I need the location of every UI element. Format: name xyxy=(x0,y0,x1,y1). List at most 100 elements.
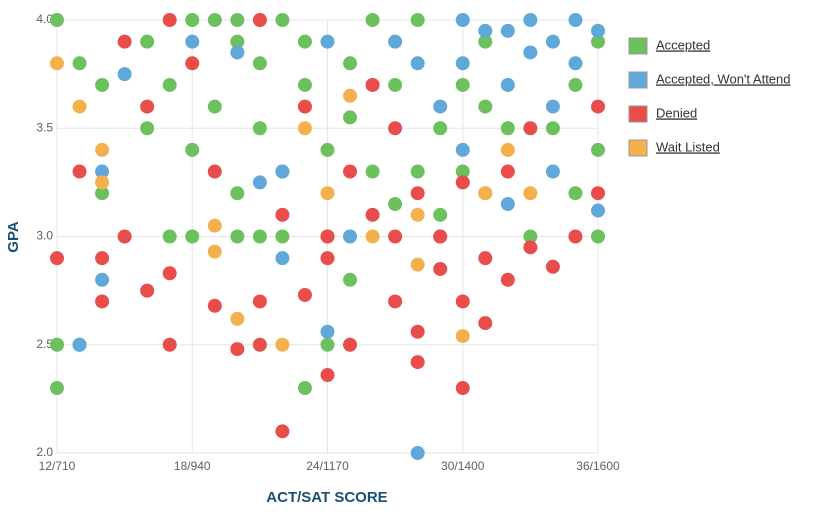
y-axis-title: GPA xyxy=(5,221,22,253)
point xyxy=(185,142,200,157)
point xyxy=(297,381,312,396)
point xyxy=(95,186,110,201)
point xyxy=(343,88,358,103)
point xyxy=(320,229,335,244)
point xyxy=(545,121,560,136)
point xyxy=(297,287,312,302)
point xyxy=(275,13,290,27)
point xyxy=(388,34,403,49)
point xyxy=(455,56,470,71)
point xyxy=(568,77,583,92)
legend-swatch[interactable] xyxy=(628,139,648,157)
legend-swatch[interactable] xyxy=(628,105,648,123)
x-axis-title: ACT/SAT SCORE xyxy=(266,489,387,506)
point xyxy=(591,23,605,38)
point xyxy=(500,142,515,157)
point xyxy=(252,294,267,309)
point xyxy=(207,13,222,27)
point xyxy=(478,316,493,331)
point xyxy=(455,329,470,344)
point xyxy=(500,272,515,287)
point xyxy=(455,164,470,179)
point xyxy=(95,272,110,287)
point xyxy=(185,229,200,244)
point xyxy=(410,164,425,179)
point xyxy=(388,121,403,136)
legend-label[interactable]: Denied xyxy=(656,105,697,120)
point xyxy=(207,218,222,233)
point xyxy=(433,207,448,222)
legend-label[interactable]: Accepted, Won't Attend xyxy=(656,71,791,86)
point xyxy=(117,34,132,49)
point xyxy=(568,186,583,201)
legend-label[interactable]: Wait Listed xyxy=(656,139,720,154)
point xyxy=(185,13,200,27)
point xyxy=(545,259,560,274)
point xyxy=(568,13,583,27)
point xyxy=(478,23,493,38)
legend-label[interactable]: Accepted xyxy=(656,37,710,52)
point xyxy=(388,229,403,244)
point xyxy=(72,99,87,114)
point xyxy=(95,164,110,179)
point xyxy=(275,251,290,266)
point xyxy=(162,77,177,92)
point xyxy=(591,203,605,218)
y-tick-label: 2.5 xyxy=(36,337,53,351)
point xyxy=(410,207,425,222)
point xyxy=(252,175,267,190)
legend-swatch[interactable] xyxy=(628,37,648,55)
point xyxy=(591,229,605,244)
point xyxy=(410,56,425,71)
point xyxy=(410,186,425,201)
point xyxy=(230,342,245,357)
point xyxy=(410,324,425,339)
point xyxy=(207,298,222,313)
legend-swatch[interactable] xyxy=(628,71,648,89)
point xyxy=(388,294,403,309)
x-tick-label: 18/940 xyxy=(174,459,211,473)
point xyxy=(545,164,560,179)
point xyxy=(591,142,605,157)
point xyxy=(455,77,470,92)
point xyxy=(365,207,380,222)
points xyxy=(50,13,605,460)
point xyxy=(591,186,605,201)
point xyxy=(568,56,583,71)
point xyxy=(95,142,110,157)
point xyxy=(50,13,64,27)
point xyxy=(568,229,583,244)
point xyxy=(523,121,538,136)
point xyxy=(50,337,64,352)
point xyxy=(140,121,155,136)
point xyxy=(297,34,312,49)
point xyxy=(500,121,515,136)
point xyxy=(162,13,177,27)
point xyxy=(320,142,335,157)
point xyxy=(95,294,110,309)
point xyxy=(410,355,425,370)
point xyxy=(297,77,312,92)
point xyxy=(455,13,470,27)
point xyxy=(343,56,358,71)
point xyxy=(207,244,222,259)
point xyxy=(185,34,200,49)
point xyxy=(95,77,110,92)
point xyxy=(343,164,358,179)
point xyxy=(72,56,87,71)
point xyxy=(252,13,267,27)
point xyxy=(591,99,605,114)
point xyxy=(207,164,222,179)
point xyxy=(230,34,245,49)
point xyxy=(478,99,493,114)
point xyxy=(50,251,64,266)
x-tick-label: 24/1170 xyxy=(306,459,349,473)
point xyxy=(388,197,403,212)
point xyxy=(72,164,87,179)
y-tick-label: 2.0 xyxy=(36,445,53,459)
point xyxy=(523,13,538,27)
point xyxy=(230,45,245,60)
point xyxy=(320,34,335,49)
point xyxy=(252,337,267,352)
